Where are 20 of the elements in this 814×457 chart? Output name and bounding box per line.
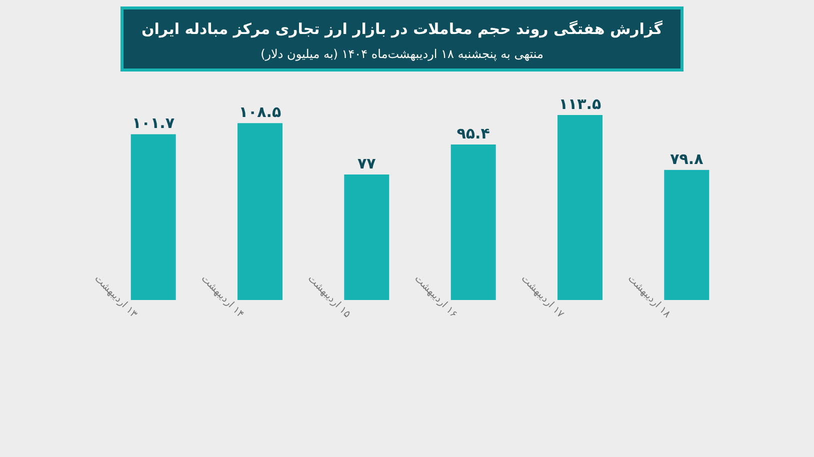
bar [130, 134, 176, 300]
x-tick-label: ۱۳ اردیبهشت [92, 273, 140, 321]
bar [344, 174, 390, 300]
bar [558, 115, 602, 300]
x-tick-label: ۱۶ اردیبهشت [412, 273, 459, 320]
chart-title: گزارش هفتگی روند حجم معاملات در بازار ارز تجاری مرکز مبادله ایران [141, 20, 663, 38]
data-label: ۱۱۳.۵ [558, 95, 602, 113]
data-label: ۷۹.۸ [670, 150, 704, 168]
data-label: ۱۰۱.۷ [132, 114, 174, 132]
x-tick-label: ۱۷ اردیبهشت [518, 273, 566, 321]
chart-subtitle: منتهی به پنجشنبه ۱۸ اردیبهشت‌ماه ۱۴۰۴ (به میلیون دلار) [260, 47, 544, 61]
x-tick-label: ۱۸ اردیبهشت [626, 273, 673, 321]
data-label: ۷۷ [358, 154, 376, 172]
data-label: ۱۰۸.۵ [238, 103, 282, 122]
data-label: ۹۵.۴ [456, 124, 490, 142]
x-tick-label: ۱۵ اردیبهشت [306, 273, 352, 320]
bar [450, 144, 496, 300]
bar [664, 170, 710, 300]
x-tick-label: ۱۴ اردیبهشت [198, 273, 246, 320]
bar [238, 123, 282, 300]
